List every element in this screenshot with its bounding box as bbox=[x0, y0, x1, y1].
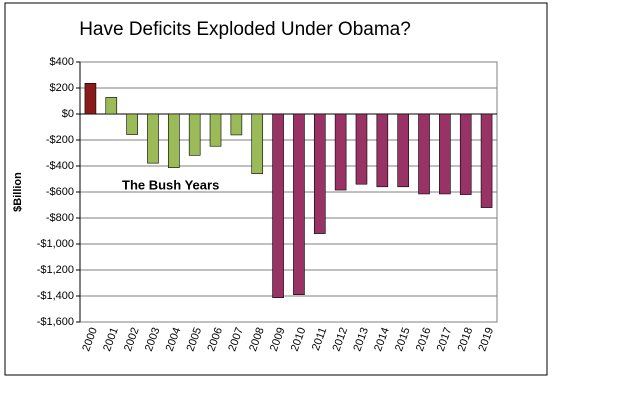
bar bbox=[334, 113, 347, 191]
bar bbox=[126, 113, 138, 135]
y-tick-label: -$400 bbox=[46, 160, 74, 172]
bar bbox=[105, 97, 118, 115]
bar bbox=[355, 113, 368, 185]
y-tick-label: -$600 bbox=[46, 186, 74, 198]
bar bbox=[168, 113, 180, 168]
bar bbox=[272, 113, 284, 298]
y-tick-label: -$1,000 bbox=[37, 238, 74, 250]
y-tick-label: -$200 bbox=[46, 134, 74, 146]
bar bbox=[313, 113, 326, 234]
bar bbox=[230, 113, 243, 136]
bar bbox=[418, 113, 430, 195]
y-tick-label: -$1,200 bbox=[37, 264, 74, 276]
y-axis-label: $Billion bbox=[12, 172, 24, 212]
bar bbox=[439, 113, 451, 195]
chart-title: Have Deficits Exploded Under Obama? bbox=[79, 19, 411, 40]
bar bbox=[376, 113, 389, 188]
y-tick-label: -$1,400 bbox=[37, 290, 74, 302]
bar bbox=[84, 83, 97, 115]
y-tick-label: $400 bbox=[50, 56, 74, 68]
bar bbox=[459, 113, 472, 195]
y-tick-label: -$1,600 bbox=[37, 316, 74, 328]
bar bbox=[209, 113, 222, 147]
y-tick-label: $0 bbox=[62, 108, 74, 120]
bar bbox=[397, 113, 409, 188]
bar bbox=[480, 113, 493, 208]
bar bbox=[251, 113, 264, 174]
y-tick-label: -$800 bbox=[46, 212, 74, 224]
annotation: The Bush Years bbox=[122, 177, 219, 192]
y-tick-label: $200 bbox=[50, 82, 74, 94]
bar bbox=[188, 113, 201, 156]
bar bbox=[147, 113, 159, 164]
bar bbox=[293, 113, 305, 295]
